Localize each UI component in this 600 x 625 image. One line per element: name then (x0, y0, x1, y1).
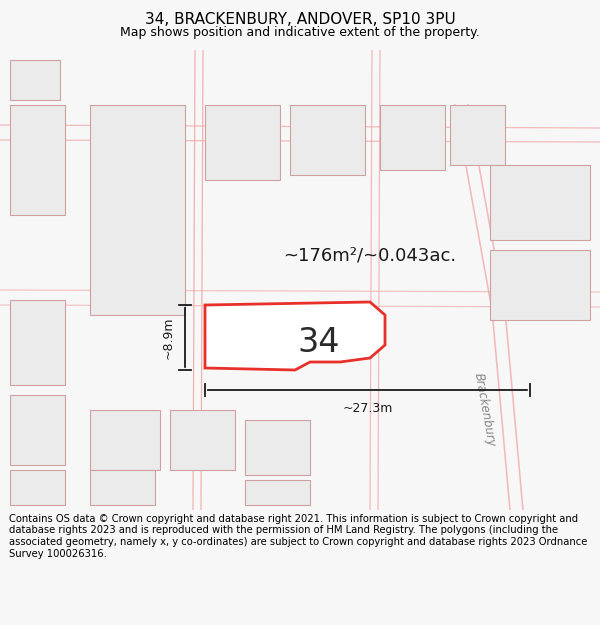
Text: ~8.9m: ~8.9m (162, 316, 175, 359)
Text: ~176m²/~0.043ac.: ~176m²/~0.043ac. (283, 246, 457, 264)
Text: ~27.3m: ~27.3m (343, 402, 392, 415)
Bar (10, 395, 65, 465)
Bar (10, 60, 60, 100)
Bar (490, 165, 590, 240)
Bar (170, 410, 235, 470)
Text: Contains OS data © Crown copyright and database right 2021. This information is : Contains OS data © Crown copyright and d… (9, 514, 587, 559)
Bar (10, 300, 65, 385)
Bar (90, 105, 185, 315)
Text: Brackenbury: Brackenbury (472, 372, 498, 448)
Bar (245, 480, 310, 505)
Text: 34, BRACKENBURY, ANDOVER, SP10 3PU: 34, BRACKENBURY, ANDOVER, SP10 3PU (145, 12, 455, 28)
Polygon shape (205, 302, 385, 370)
Bar (290, 105, 365, 175)
Bar (245, 420, 310, 475)
Bar (380, 105, 445, 170)
Bar (10, 470, 65, 505)
Bar (90, 470, 155, 505)
Bar (450, 105, 505, 165)
Bar (10, 105, 65, 215)
Text: Map shows position and indicative extent of the property.: Map shows position and indicative extent… (120, 26, 480, 39)
Bar (205, 105, 280, 180)
Bar (90, 410, 160, 470)
Bar (490, 250, 590, 320)
Text: 34: 34 (297, 326, 340, 359)
